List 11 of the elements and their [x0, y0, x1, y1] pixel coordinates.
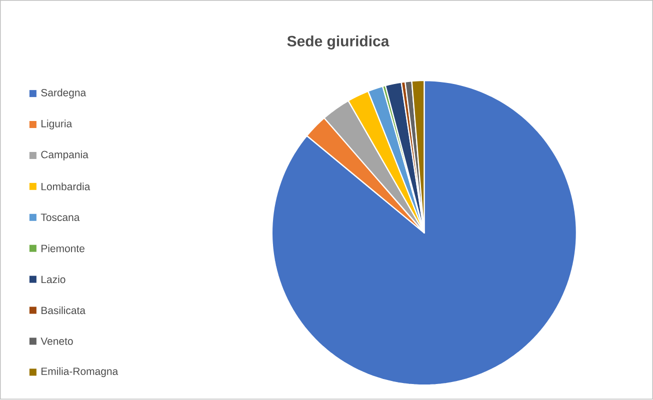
legend-label: Lazio	[42, 276, 66, 284]
legend-label: Liguria	[42, 120, 72, 130]
legend-label: Sardegna	[41, 88, 86, 99]
legend-label: Piemonte	[42, 244, 84, 252]
legend-label: Toscana	[40, 214, 80, 222]
legend-label: Campania	[41, 150, 88, 161]
legend-label: Veneto	[40, 338, 73, 346]
chart-title: Sede giuridica	[287, 36, 390, 50]
legend-label: Emilia-Romagna	[42, 368, 118, 378]
legend-label: Basilicata	[42, 306, 86, 314]
legend-label: Lombardia	[42, 182, 90, 191]
